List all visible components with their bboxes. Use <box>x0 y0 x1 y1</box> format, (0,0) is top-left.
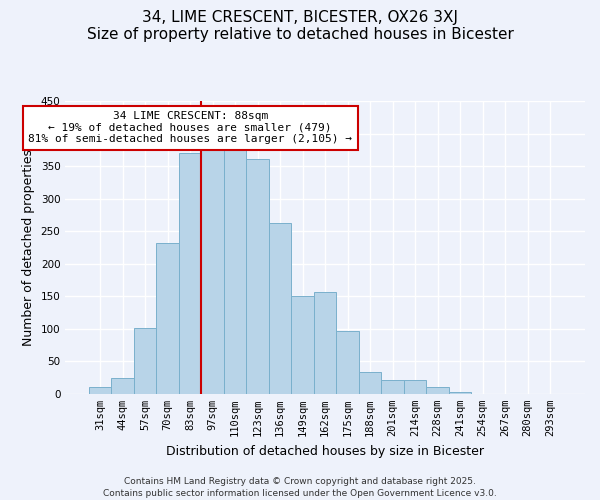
Bar <box>337 331 359 394</box>
Bar <box>134 328 157 394</box>
Bar <box>179 154 202 394</box>
Text: 34, LIME CRESCENT, BICESTER, OX26 3XJ
Size of property relative to detached hous: 34, LIME CRESCENT, BICESTER, OX26 3XJ Si… <box>86 10 514 42</box>
Bar <box>404 380 427 394</box>
Bar <box>382 380 404 394</box>
Bar <box>269 223 292 394</box>
Bar <box>89 388 112 394</box>
Bar <box>427 388 449 394</box>
Bar <box>292 296 314 394</box>
Bar <box>359 372 382 394</box>
Bar <box>314 292 337 394</box>
Bar <box>157 243 179 394</box>
Text: 34 LIME CRESCENT: 88sqm
← 19% of detached houses are smaller (479)
81% of semi-d: 34 LIME CRESCENT: 88sqm ← 19% of detache… <box>28 111 352 144</box>
Y-axis label: Number of detached properties: Number of detached properties <box>22 149 35 346</box>
Bar <box>247 158 269 394</box>
Bar <box>202 150 224 394</box>
X-axis label: Distribution of detached houses by size in Bicester: Distribution of detached houses by size … <box>166 444 484 458</box>
Bar <box>112 378 134 394</box>
Bar <box>449 392 472 394</box>
Bar <box>224 148 247 394</box>
Text: Contains HM Land Registry data © Crown copyright and database right 2025.
Contai: Contains HM Land Registry data © Crown c… <box>103 476 497 498</box>
